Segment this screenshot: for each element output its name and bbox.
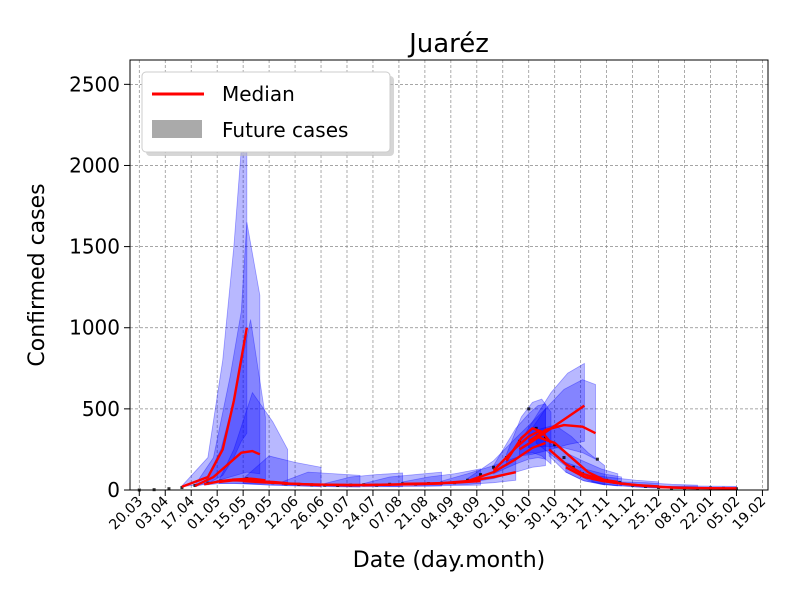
- observed-point: [595, 457, 599, 461]
- forecast-band: [467, 407, 546, 484]
- median-line: [505, 427, 552, 462]
- legend: Median Future cases: [141, 71, 394, 156]
- observed-point: [543, 436, 547, 440]
- x-axis-label: Date (day.month): [353, 548, 545, 573]
- y-tick-label: 2000: [69, 153, 120, 177]
- median-line: [181, 327, 249, 488]
- legend-future-label: Future cases: [222, 118, 348, 142]
- observed-point: [534, 426, 538, 430]
- y-tick-label: 2500: [69, 72, 120, 96]
- median-line: [535, 435, 606, 482]
- y-tick-label: 1500: [69, 235, 120, 259]
- observed-point: [553, 443, 557, 447]
- legend-box: [141, 71, 391, 153]
- observed-point: [527, 407, 531, 411]
- forecast-medians: [181, 327, 737, 490]
- observed-point: [562, 456, 566, 460]
- legend-future-swatch: [152, 120, 202, 138]
- y-tick-label: 0: [107, 478, 120, 502]
- observed-point: [479, 473, 483, 477]
- forecast-band: [324, 472, 404, 488]
- median-line: [194, 449, 261, 488]
- observed-point: [492, 465, 496, 469]
- forecast-band: [535, 424, 606, 486]
- y-tick-label: 1000: [69, 316, 120, 340]
- y-axis-label: Confirmed cases: [25, 183, 50, 366]
- observed-point: [180, 486, 184, 490]
- forecast-band: [218, 391, 289, 486]
- observed-point: [734, 487, 738, 491]
- y-tick-label: 500: [82, 397, 120, 421]
- observed-point: [167, 487, 171, 491]
- plot-frame: [129, 59, 769, 491]
- chart-title: Juaréz: [407, 29, 489, 59]
- legend-median-label: Median: [222, 82, 295, 106]
- y-axis-ticks: 0 500 1000 1500 2000 2500: [69, 72, 130, 502]
- median-line: [441, 470, 517, 485]
- forecast-bands: [181, 139, 737, 490]
- median-line: [658, 485, 737, 490]
- median-line: [528, 423, 597, 443]
- median-line: [467, 441, 546, 483]
- forecast-band: [441, 456, 517, 485]
